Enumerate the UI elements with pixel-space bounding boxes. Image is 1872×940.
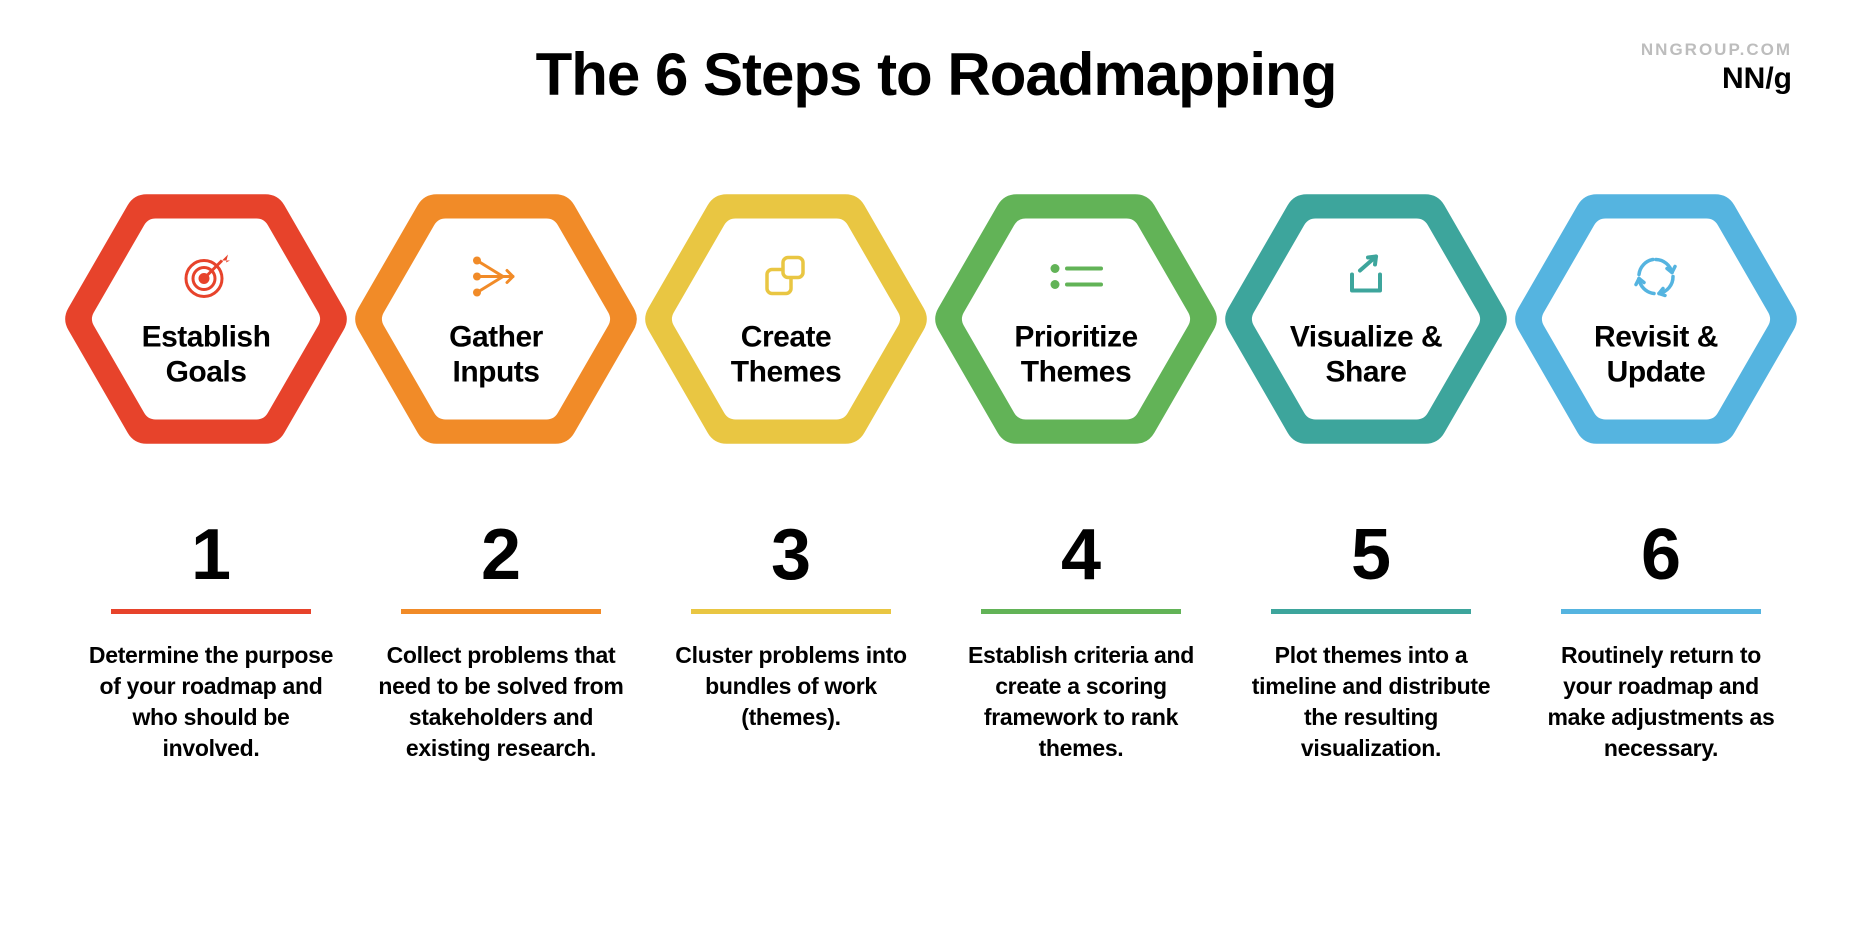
hexagon-step-3: CreateThemes (636, 169, 936, 469)
cycle-icon (1556, 249, 1756, 305)
step-rule (1271, 609, 1471, 614)
step-description: Establish criteria and create a scoring … (956, 640, 1206, 764)
hex-label-line: Establish (106, 321, 306, 356)
merge-icon (396, 249, 596, 305)
step-number: 1 (86, 519, 336, 591)
step-number: 6 (1536, 519, 1786, 591)
step-block-2: 2 Collect problems that need to be solve… (376, 519, 626, 764)
step-description: Determine the purpose of your roadmap an… (86, 640, 336, 764)
hex-label: GatherInputs (396, 321, 596, 390)
brand-logo: NN/g (1641, 62, 1792, 96)
hex-label: EstablishGoals (106, 321, 306, 390)
hex-label: CreateThemes (686, 321, 886, 390)
step-description: Routinely return to your roadmap and mak… (1536, 640, 1786, 764)
hexagon-step-6: Revisit &Update (1506, 169, 1806, 469)
hexagon-chain: EstablishGoals GatherInputs CreateThemes… (56, 169, 1816, 489)
step-rule (111, 609, 311, 614)
squares-icon (686, 249, 886, 305)
hex-label-line: Prioritize (976, 321, 1176, 356)
steps-row: 1 Determine the purpose of your roadmap … (56, 519, 1816, 764)
hex-label-line: Gather (396, 321, 596, 356)
hex-label-line: Revisit & (1556, 321, 1756, 356)
step-description: Plot themes into a timeline and distribu… (1246, 640, 1496, 764)
page-title: The 6 Steps to Roadmapping (0, 40, 1872, 109)
step-description: Collect problems that need to be solved … (376, 640, 626, 764)
hex-label: Revisit &Update (1556, 321, 1756, 390)
step-description: Cluster problems into bundles of work (t… (666, 640, 916, 733)
step-block-1: 1 Determine the purpose of your roadmap … (86, 519, 336, 764)
hexagon-step-1: EstablishGoals (56, 169, 356, 469)
hexagon-step-5: Visualize &Share (1216, 169, 1516, 469)
step-block-6: 6 Routinely return to your roadmap and m… (1536, 519, 1786, 764)
brand-block: NNGROUP.COM NN/g (1641, 40, 1792, 96)
hexagon-step-4: PrioritizeThemes (926, 169, 1226, 469)
step-block-3: 3 Cluster problems into bundles of work … (666, 519, 916, 764)
hex-label-line: Goals (106, 355, 306, 390)
hex-label-line: Share (1266, 355, 1466, 390)
step-rule (401, 609, 601, 614)
hex-label: PrioritizeThemes (976, 321, 1176, 390)
step-number: 2 (376, 519, 626, 591)
hex-label: Visualize &Share (1266, 321, 1466, 390)
step-number: 4 (956, 519, 1206, 591)
header: The 6 Steps to Roadmapping NNGROUP.COM N… (0, 0, 1872, 109)
step-rule (981, 609, 1181, 614)
share-icon (1266, 249, 1466, 305)
hex-label-line: Update (1556, 355, 1756, 390)
target-icon (106, 249, 306, 305)
hex-label-line: Inputs (396, 355, 596, 390)
hex-label-line: Themes (976, 355, 1176, 390)
step-rule (691, 609, 891, 614)
step-block-4: 4 Establish criteria and create a scorin… (956, 519, 1206, 764)
hex-label-line: Visualize & (1266, 321, 1466, 356)
hexagon-step-2: GatherInputs (346, 169, 646, 469)
step-number: 3 (666, 519, 916, 591)
step-block-5: 5 Plot themes into a timeline and distri… (1246, 519, 1496, 764)
step-rule (1561, 609, 1761, 614)
brand-url: NNGROUP.COM (1641, 40, 1792, 60)
hex-label-line: Create (686, 321, 886, 356)
step-number: 5 (1246, 519, 1496, 591)
hex-label-line: Themes (686, 355, 886, 390)
list-icon (976, 249, 1176, 305)
